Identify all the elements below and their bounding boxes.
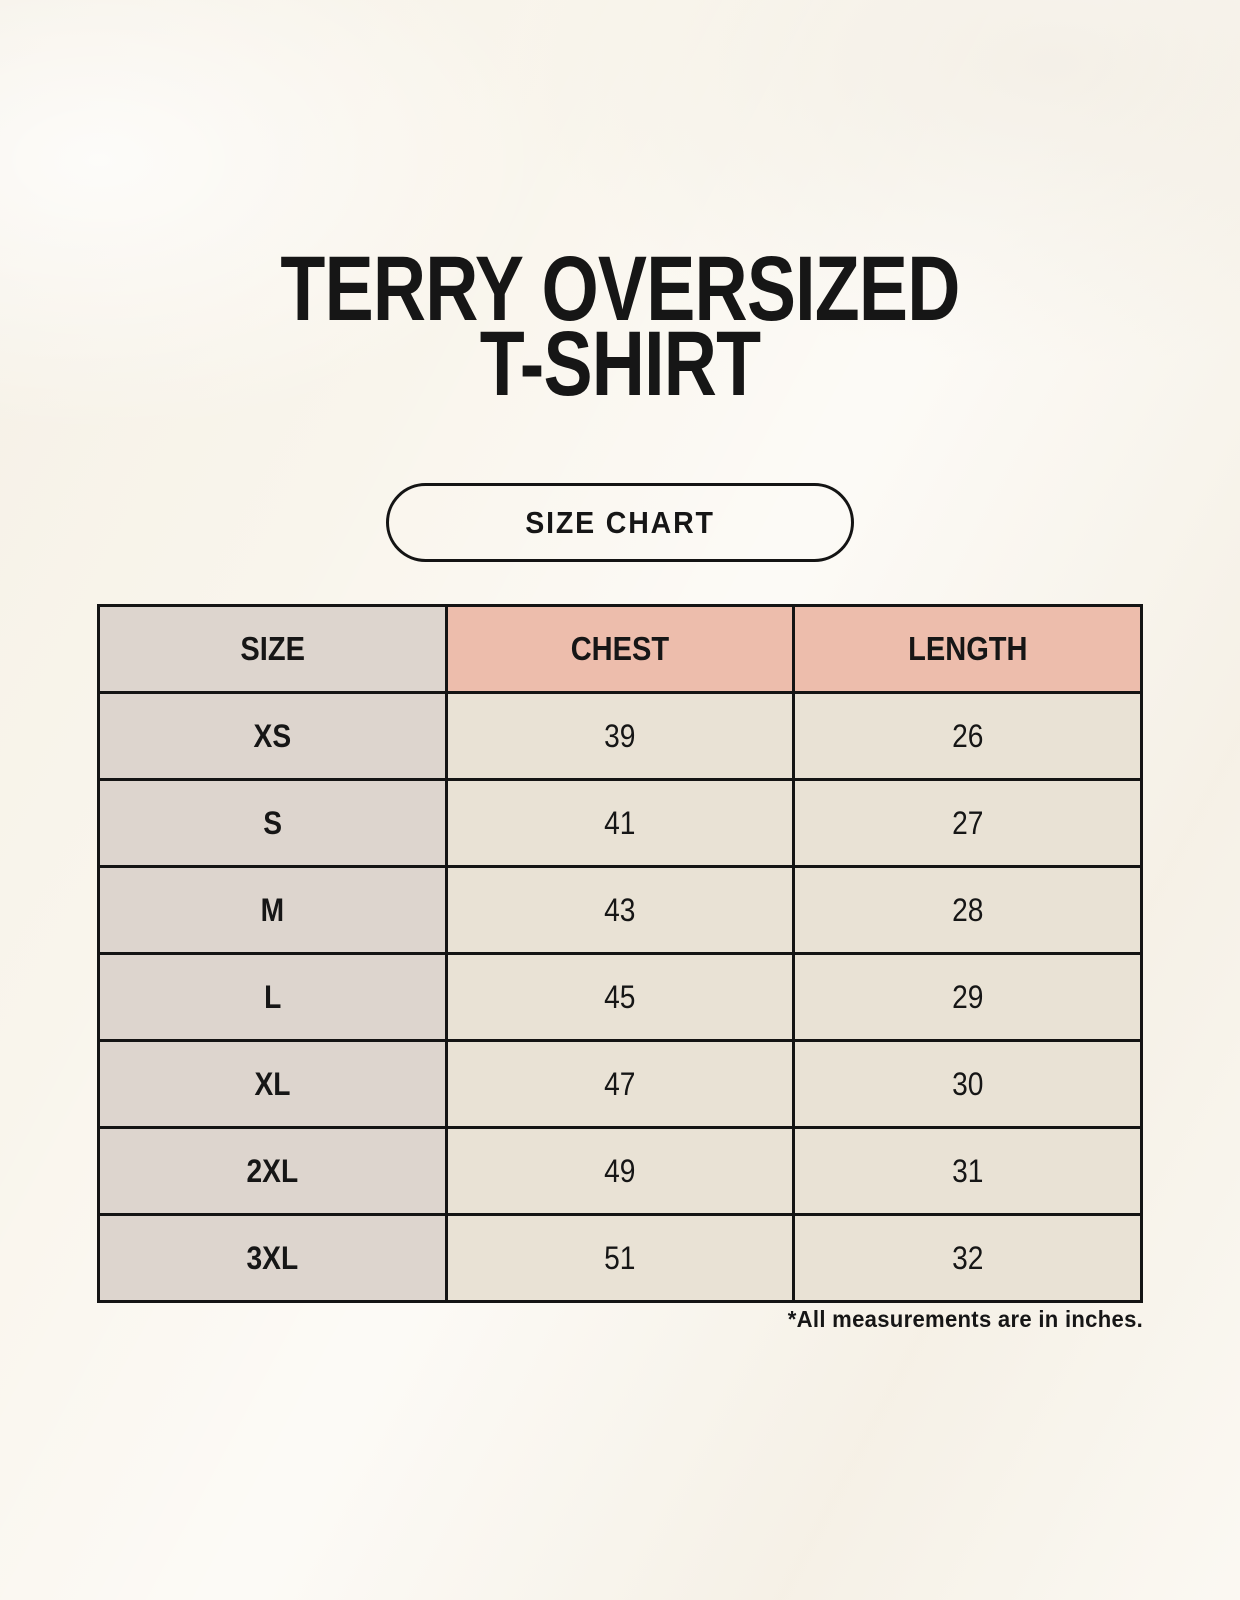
size-chart-badge: SIZE CHART (386, 483, 854, 562)
size-value: 3XL (246, 1239, 299, 1276)
chest-cell: 49 (444, 1126, 796, 1216)
length-cell: 30 (792, 1039, 1143, 1129)
table-row: 3XL 51 32 (97, 1213, 1143, 1303)
chest-cell: 51 (444, 1213, 796, 1303)
size-value: 2XL (246, 1152, 299, 1189)
chest-value: 49 (604, 1152, 636, 1189)
page-title: TERRY OVERSIZED T-SHIRT (124, 238, 1116, 415)
size-cell: M (97, 865, 448, 955)
size-cell: L (97, 952, 448, 1042)
chest-cell: 39 (444, 691, 796, 781)
table-row: M 43 28 (97, 865, 1143, 955)
length-value: 27 (951, 804, 984, 841)
size-cell: S (97, 778, 448, 868)
size-cell: 2XL (97, 1126, 448, 1216)
column-header-size: SIZE (97, 604, 448, 694)
column-header-chest: CHEST (444, 604, 796, 694)
table-row: S 41 27 (97, 778, 1143, 868)
size-value: XL (254, 1065, 291, 1102)
size-cell: 3XL (97, 1213, 448, 1303)
size-value: XS (253, 717, 292, 754)
size-cell: XL (97, 1039, 448, 1129)
length-cell: 31 (792, 1126, 1143, 1216)
length-cell: 27 (792, 778, 1143, 868)
page-title-line1: TERRY OVERSIZED (280, 238, 960, 340)
table-header-row: SIZE CHEST LENGTH (97, 604, 1143, 694)
length-cell: 32 (792, 1213, 1143, 1303)
table-row: 2XL 49 31 (97, 1126, 1143, 1216)
chest-value: 43 (604, 891, 636, 928)
table-row: L 45 29 (97, 952, 1143, 1042)
chest-cell: 47 (444, 1039, 796, 1129)
length-cell: 26 (792, 691, 1143, 781)
length-cell: 29 (792, 952, 1143, 1042)
length-value: 30 (951, 1065, 984, 1102)
length-value: 31 (951, 1152, 984, 1189)
length-value: 28 (951, 891, 984, 928)
length-cell: 28 (792, 865, 1143, 955)
size-value: S (262, 804, 282, 841)
chest-value: 45 (604, 978, 636, 1015)
size-chart-table: SIZE CHEST LENGTH XS 39 26 S 41 27 M 43 … (97, 604, 1143, 1303)
size-cell: XS (97, 691, 448, 781)
chest-value: 47 (604, 1065, 636, 1102)
column-header-length-label: LENGTH (907, 630, 1028, 667)
chest-value: 39 (604, 717, 636, 754)
table-row: XS 39 26 (97, 691, 1143, 781)
size-value: M (260, 891, 285, 928)
length-value: 26 (951, 717, 984, 754)
chest-cell: 45 (444, 952, 796, 1042)
length-value: 29 (951, 978, 984, 1015)
chest-cell: 43 (444, 865, 796, 955)
chest-cell: 41 (444, 778, 796, 868)
column-header-size-label: SIZE (240, 630, 305, 667)
chest-value: 51 (604, 1239, 636, 1276)
length-value: 32 (951, 1239, 984, 1276)
column-header-length: LENGTH (792, 604, 1143, 694)
chest-value: 41 (604, 804, 636, 841)
size-chart-badge-label: SIZE CHART (525, 504, 715, 540)
measurements-footnote: *All measurements are in inches. (787, 1306, 1143, 1332)
table-row: XL 47 30 (97, 1039, 1143, 1129)
size-value: L (263, 978, 281, 1015)
page-title-line2: T-SHIRT (479, 313, 761, 415)
column-header-chest-label: CHEST (570, 630, 670, 667)
